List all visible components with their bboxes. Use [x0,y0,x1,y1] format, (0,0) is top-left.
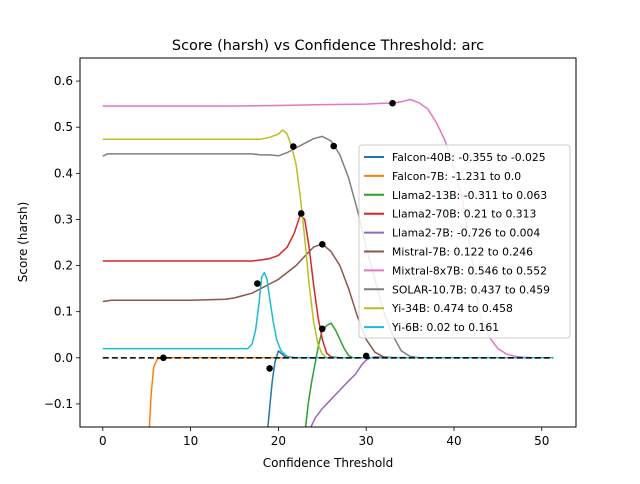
series-marker [362,352,370,360]
marker-layer [160,99,396,372]
y-tick-label: 0.5 [54,120,73,134]
x-tick-label: 10 [183,434,198,448]
legend-label: SOLAR-10.7B: 0.437 to 0.459 [392,283,550,296]
series-line [102,135,554,359]
series-marker [318,325,326,333]
legend-box [358,144,571,339]
legend-label: Falcon-7B: -1.231 to 0.0 [392,170,521,183]
series-layer [102,98,554,427]
series-marker [318,241,326,248]
series-line [102,129,554,359]
series-marker [266,365,273,372]
series-marker [160,354,167,362]
chart-title: Score (harsh) vs Confidence Threshold: a… [172,38,484,54]
x-tick-label: 50 [534,434,549,448]
y-tick-label: −0.1 [44,397,73,411]
axis-layer: 0 10 20 30 40 50 −0.1 0.0 0.1 0.2 0.3 0.4 0.5 0.6 [44,74,550,448]
x-tick-label: 20 [271,434,286,448]
series-marker [290,143,297,150]
y-tick-label: 0.0 [54,351,73,365]
x-tick-label: 0 [99,434,107,448]
legend-label: Mistral-7B: 0.122 to 0.246 [392,246,533,259]
legend-label: Falcon-40B: -0.355 to -0.025 [392,151,546,164]
series-line [102,243,554,359]
series-line [102,98,554,359]
series-marker [389,99,396,107]
y-tick-label: 0.4 [54,166,73,180]
y-tick-label: 0.2 [54,259,73,273]
y-tick-label: 0.3 [54,212,73,226]
y-axis-label: Score (harsh) [16,202,30,283]
x-tick-label: 30 [359,434,374,448]
legend-label: Mixtral-8x7B: 0.546 to 0.552 [392,264,547,277]
legend-label: Llama2-13B: -0.311 to 0.063 [392,189,547,202]
legend: Falcon-40B: -0.355 to -0.025 Falcon-7B: -… [358,144,571,339]
series-marker [254,280,261,287]
plot-frame [79,57,577,428]
y-tick-label: 0.1 [54,305,73,319]
x-tick-label: 40 [446,434,461,448]
x-axis-label: Confidence Threshold [263,456,393,470]
y-tick-label: 0.6 [54,74,73,88]
series-marker [330,142,338,150]
legend-label: Yi-6B: 0.02 to 0.161 [391,321,499,334]
legend-label: Llama2-70B: 0.21 to 0.313 [392,208,536,221]
legend-label: Yi-34B: 0.474 to 0.458 [391,302,513,315]
legend-label: Llama2-7B: -0.726 to 0.004 [392,227,540,240]
series-marker [297,210,305,217]
